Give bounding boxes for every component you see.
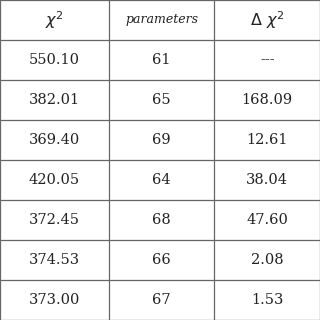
Text: 420.05: 420.05 — [29, 173, 80, 187]
Text: 61: 61 — [152, 53, 171, 67]
Text: 12.61: 12.61 — [246, 133, 288, 147]
Text: 65: 65 — [152, 93, 171, 107]
Text: ---: --- — [260, 53, 275, 67]
Text: 67: 67 — [152, 293, 171, 307]
Text: 1.53: 1.53 — [251, 293, 284, 307]
Text: $\it{\Delta}\ \chi^2$: $\it{\Delta}\ \chi^2$ — [250, 9, 284, 31]
Text: 382.01: 382.01 — [29, 93, 80, 107]
Text: 550.10: 550.10 — [29, 53, 80, 67]
Text: 372.45: 372.45 — [29, 213, 80, 227]
Text: 38.04: 38.04 — [246, 173, 288, 187]
Text: 47.60: 47.60 — [246, 213, 288, 227]
Text: 2.08: 2.08 — [251, 253, 284, 267]
Text: 374.53: 374.53 — [29, 253, 80, 267]
Text: 168.09: 168.09 — [242, 93, 293, 107]
Text: 69: 69 — [152, 133, 171, 147]
Text: 68: 68 — [152, 213, 171, 227]
Text: 64: 64 — [152, 173, 171, 187]
Text: $\chi^2$: $\chi^2$ — [45, 9, 64, 31]
Text: 369.40: 369.40 — [29, 133, 80, 147]
Text: parameters: parameters — [125, 13, 198, 27]
Text: 66: 66 — [152, 253, 171, 267]
Text: 373.00: 373.00 — [29, 293, 80, 307]
